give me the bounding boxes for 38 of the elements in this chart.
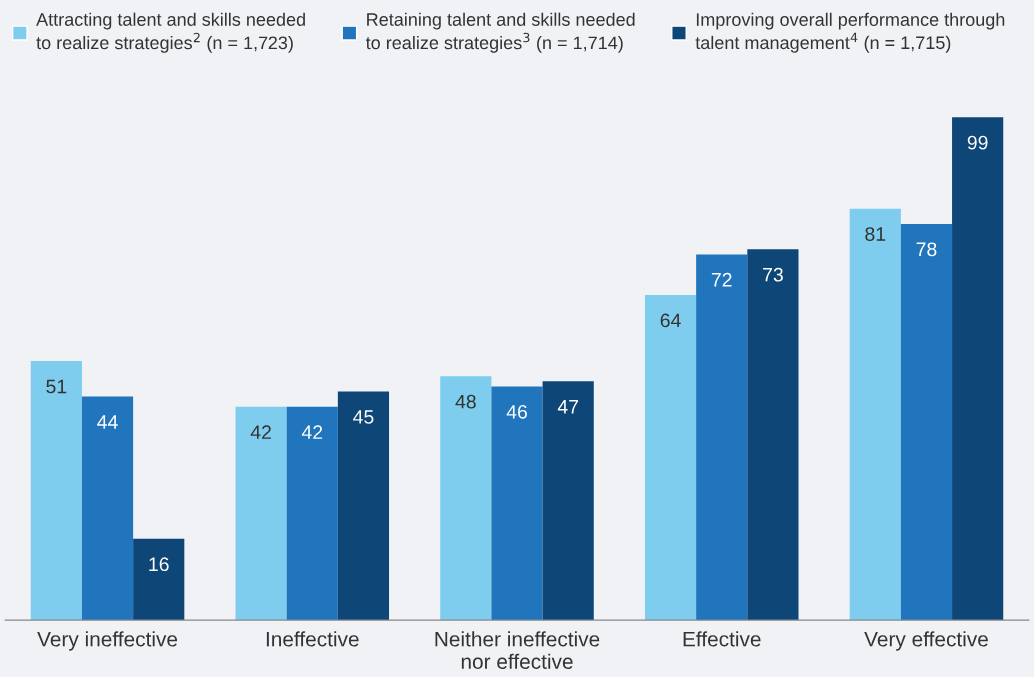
data-label: 42: [250, 425, 271, 439]
legend-label: Retaining talent and skills needed to realize strategies$^{3}$ (n = 1,714): [365, 12, 635, 53]
bar: [81, 396, 134, 621]
data-label: 44: [97, 415, 118, 429]
x-tick-label: Very ineffective: [37, 631, 178, 651]
x-tick-label: Very effective: [864, 631, 988, 651]
data-label: 72: [711, 272, 732, 287]
x-tick-label: Ineffective: [266, 631, 359, 647]
data-label: 45: [353, 410, 374, 424]
bar: [491, 386, 543, 621]
x-tick-label: Neither ineffective nor effective: [435, 631, 600, 669]
data-label: 42: [301, 425, 323, 439]
bar: [235, 406, 287, 621]
data-label: 64: [660, 313, 681, 328]
x-tick-label: Effective: [683, 631, 761, 647]
data-label: 81: [865, 227, 886, 241]
bar: [952, 117, 1004, 621]
bar: [337, 391, 390, 621]
bar: [900, 223, 953, 621]
data-label: 48: [455, 394, 476, 409]
bar: [644, 295, 697, 621]
bar: [30, 361, 82, 621]
bar: [747, 249, 799, 621]
legend-label: Improving overall performance through talent management$^{4}$ (n = 1,715): [695, 12, 1005, 53]
legend-label: Attracting talent and skills needed to realize strategies$^{2}$ (n = 1,723): [36, 12, 305, 53]
data-label: 46: [506, 404, 527, 419]
bar: [133, 538, 185, 621]
data-label: 47: [557, 400, 579, 414]
bar: [440, 376, 492, 621]
bar: [286, 406, 338, 621]
bar: [849, 208, 901, 621]
bar: [542, 381, 594, 621]
data-label: 99: [967, 135, 988, 150]
data-label: 51: [46, 379, 67, 394]
bar: [696, 254, 748, 621]
data-label: 73: [763, 267, 783, 282]
data-label: 78: [916, 242, 937, 257]
data-label: 16: [149, 557, 169, 572]
